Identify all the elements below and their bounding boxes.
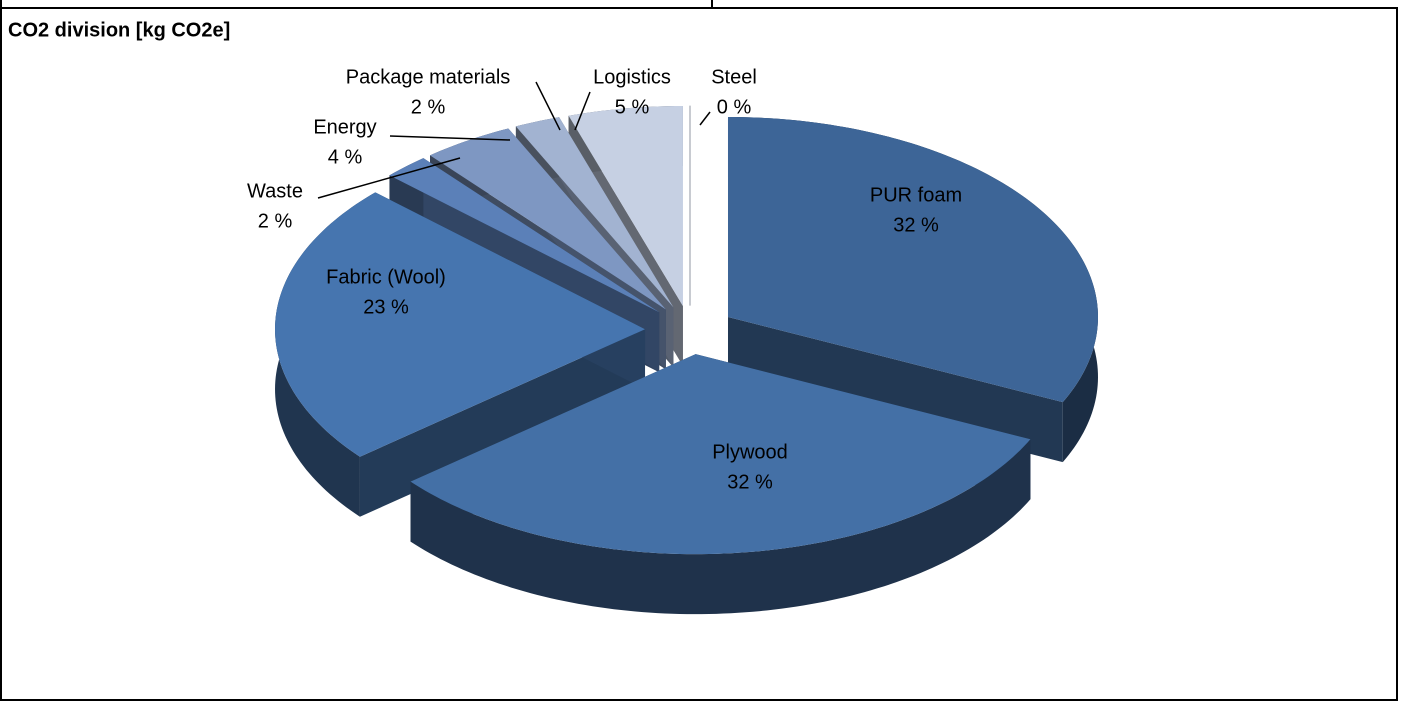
data-label-value: 23 %: [363, 296, 409, 318]
data-label-name: Steel: [711, 66, 757, 88]
leader-line: [574, 91, 591, 131]
data-label-name: Energy: [313, 116, 376, 138]
labels: PUR foam 32 % Plywood 32 % Fabric (Wool) 23 %…: [247, 66, 962, 493]
slice-side: [359, 329, 646, 517]
slice-top: [727, 116, 1098, 403]
slice: [727, 116, 1098, 463]
slice: [275, 192, 646, 517]
data-label-name: Plywood: [712, 441, 788, 463]
data-label-value: 4 %: [328, 146, 363, 168]
data-label-value: 5 %: [615, 96, 650, 118]
slice-side: [727, 316, 1063, 463]
slice-top: [568, 105, 683, 306]
data-label-name: Waste: [247, 180, 303, 202]
slice: [410, 354, 1031, 615]
chart-title: CO2 division [kg CO2e]: [8, 19, 230, 41]
data-label-value: 2 %: [411, 96, 446, 118]
leader-line: [317, 157, 461, 199]
data-label-name: PUR foam: [870, 184, 962, 206]
data-label-value: 32 %: [893, 214, 939, 236]
pie: [275, 105, 1098, 615]
frame: [0, 7, 1398, 701]
slice-outer-wall: [410, 439, 1031, 615]
data-label-name: Logistics: [593, 66, 671, 88]
slice-top: [515, 117, 674, 308]
leader-line: [389, 135, 511, 141]
data-label-name: Fabric (Wool): [326, 266, 446, 288]
data-label-value: 2 %: [258, 210, 293, 232]
data-label-value: 0 %: [717, 96, 752, 118]
leader-line: [535, 81, 561, 131]
data-label-value: 32 %: [727, 471, 773, 493]
slice-top: [410, 354, 1031, 555]
slice-top: [275, 192, 646, 457]
data-label-name: Package materials: [346, 66, 511, 88]
slice-top: [430, 128, 666, 310]
slice-top: [389, 158, 660, 313]
leader-line: [699, 111, 711, 126]
